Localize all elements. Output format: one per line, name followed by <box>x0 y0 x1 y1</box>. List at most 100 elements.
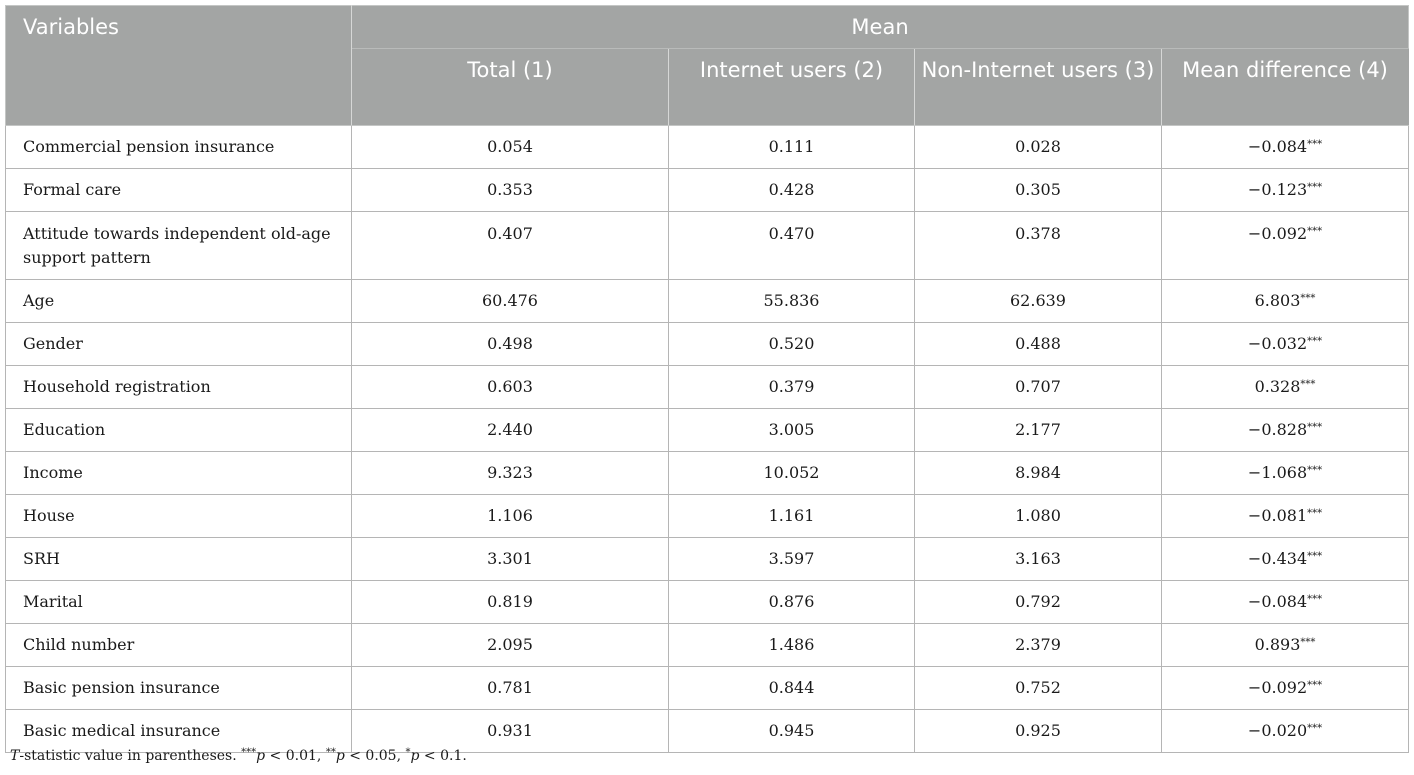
table-row: Basic pension insurance 0.781 0.844 0.752 −0… <box>5 666 1410 710</box>
mean-difference-value: −1.068 <box>1247 463 1308 482</box>
header-total: Total (1) <box>351 48 669 126</box>
cell-mean-difference: −1.068*** <box>1160 451 1410 495</box>
cell-total: 0.603 <box>351 365 669 409</box>
mean-difference-value: −0.092 <box>1247 224 1308 243</box>
significance-stars: *** <box>1307 594 1323 605</box>
cell-non-internet-users: 8.984 <box>914 451 1162 495</box>
mean-difference-value: 0.893 <box>1254 635 1301 654</box>
mean-difference-value: −0.084 <box>1247 592 1308 611</box>
significance-stars: *** <box>1307 182 1323 193</box>
cell-non-internet-users: 2.177 <box>914 408 1162 452</box>
table-footnote: T-statistic value in parentheses. ***p <… <box>10 747 467 765</box>
table-row: Education 2.440 3.005 2.177 −0.828*** <box>5 408 1410 452</box>
cell-mean-difference: 0.893*** <box>1160 623 1410 667</box>
footnote-threshold-1: < 0.01, <box>265 748 326 764</box>
table-header: Variables Mean Total (1) Internet users … <box>5 5 1410 126</box>
table-container: Variables Mean Total (1) Internet users … <box>5 5 1410 753</box>
cell-mean-difference: −0.092*** <box>1160 666 1410 710</box>
cell-variable: Gender <box>5 322 352 366</box>
header-non-internet-users: Non-Internet users (3) <box>914 48 1162 126</box>
cell-total: 1.106 <box>351 494 669 538</box>
cell-non-internet-users: 2.379 <box>914 623 1162 667</box>
cell-internet-users: 0.945 <box>668 709 915 753</box>
cell-total: 60.476 <box>351 279 669 323</box>
cell-mean-difference: −0.123*** <box>1160 168 1410 212</box>
cell-non-internet-users: 0.925 <box>914 709 1162 753</box>
cell-variable: Basic medical insurance <box>5 709 352 753</box>
mean-difference-value: −0.123 <box>1247 180 1308 199</box>
cell-total: 2.440 <box>351 408 669 452</box>
significance-stars: *** <box>1300 379 1316 390</box>
cell-total: 0.407 <box>351 211 669 280</box>
cell-variable: Attitude towards independent old-age sup… <box>5 211 352 280</box>
header-mean: Mean <box>350 5 1410 49</box>
cell-variable: Age <box>5 279 352 323</box>
table-row: Attitude towards independent old-age sup… <box>5 211 1410 280</box>
cell-variable: Commercial pension insurance <box>5 125 352 169</box>
footnote-threshold-2: < 0.05, <box>344 748 406 764</box>
significance-stars: *** <box>1300 293 1316 304</box>
cell-variable: SRH <box>5 537 352 581</box>
cell-non-internet-users: 62.639 <box>914 279 1162 323</box>
cell-variable: Marital <box>5 580 352 624</box>
cell-total: 0.819 <box>351 580 669 624</box>
cell-total: 0.931 <box>351 709 669 753</box>
header-variables: Variables <box>5 5 352 126</box>
table-row: Gender 0.498 0.520 0.488 −0.032*** <box>5 322 1410 366</box>
footnote-p-1: p <box>256 748 266 764</box>
table-row: SRH 3.301 3.597 3.163 −0.434*** <box>5 537 1410 581</box>
cell-non-internet-users: 0.378 <box>914 211 1162 280</box>
mean-difference-value: −0.434 <box>1247 549 1308 568</box>
cell-internet-users: 0.379 <box>668 365 915 409</box>
footnote-p-2: p <box>335 748 345 764</box>
cell-mean-difference: −0.828*** <box>1160 408 1410 452</box>
significance-stars: *** <box>1307 551 1323 562</box>
cell-non-internet-users: 1.080 <box>914 494 1162 538</box>
cell-non-internet-users: 0.792 <box>914 580 1162 624</box>
footnote-p-3: p <box>410 748 420 764</box>
cell-non-internet-users: 0.305 <box>914 168 1162 212</box>
cell-non-internet-users: 0.488 <box>914 322 1162 366</box>
cell-non-internet-users: 0.707 <box>914 365 1162 409</box>
table-body: Commercial pension insurance 0.054 0.111 0.… <box>5 125 1410 753</box>
cell-variable: House <box>5 494 352 538</box>
cell-total: 0.498 <box>351 322 669 366</box>
cell-total: 2.095 <box>351 623 669 667</box>
cell-total: 3.301 <box>351 537 669 581</box>
cell-mean-difference: −0.092*** <box>1160 211 1410 280</box>
mean-difference-value: −0.084 <box>1247 137 1308 156</box>
table-row: House 1.106 1.161 1.080 −0.081*** <box>5 494 1410 538</box>
footnote-stars-3: * <box>405 747 411 758</box>
table-row: Marital 0.819 0.876 0.792 −0.084*** <box>5 580 1410 624</box>
cell-internet-users: 1.486 <box>668 623 915 667</box>
table-row: Income 9.323 10.052 8.984 −1.068*** <box>5 451 1410 495</box>
mean-difference-value: −0.020 <box>1247 721 1308 740</box>
cell-total: 0.353 <box>351 168 669 212</box>
cell-internet-users: 3.005 <box>668 408 915 452</box>
cell-total: 0.054 <box>351 125 669 169</box>
footnote-t: T <box>10 748 20 764</box>
cell-internet-users: 3.597 <box>668 537 915 581</box>
cell-mean-difference: 0.328*** <box>1160 365 1410 409</box>
cell-mean-difference: −0.434*** <box>1160 537 1410 581</box>
mean-difference-value: −0.092 <box>1247 678 1308 697</box>
footnote-text: -statistic value in parentheses. <box>19 748 242 764</box>
header-internet-users: Internet users (2) <box>668 48 915 126</box>
significance-stars: *** <box>1307 723 1323 734</box>
cell-mean-difference: −0.081*** <box>1160 494 1410 538</box>
cell-non-internet-users: 0.752 <box>914 666 1162 710</box>
cell-internet-users: 0.111 <box>668 125 915 169</box>
cell-mean-difference: −0.084*** <box>1160 580 1410 624</box>
mean-difference-value: 6.803 <box>1254 291 1301 310</box>
footnote-threshold-3: < 0.1. <box>419 748 467 764</box>
mean-difference-value: −0.081 <box>1247 506 1308 525</box>
cell-variable: Formal care <box>5 168 352 212</box>
significance-stars: *** <box>1307 336 1323 347</box>
cell-total: 0.781 <box>351 666 669 710</box>
cell-non-internet-users: 0.028 <box>914 125 1162 169</box>
cell-total: 9.323 <box>351 451 669 495</box>
table-row: Child number 2.095 1.486 2.379 0.893*** <box>5 623 1410 667</box>
mean-difference-value: 0.328 <box>1254 377 1301 396</box>
significance-stars: *** <box>1307 465 1323 476</box>
cell-mean-difference: −0.032*** <box>1160 322 1410 366</box>
